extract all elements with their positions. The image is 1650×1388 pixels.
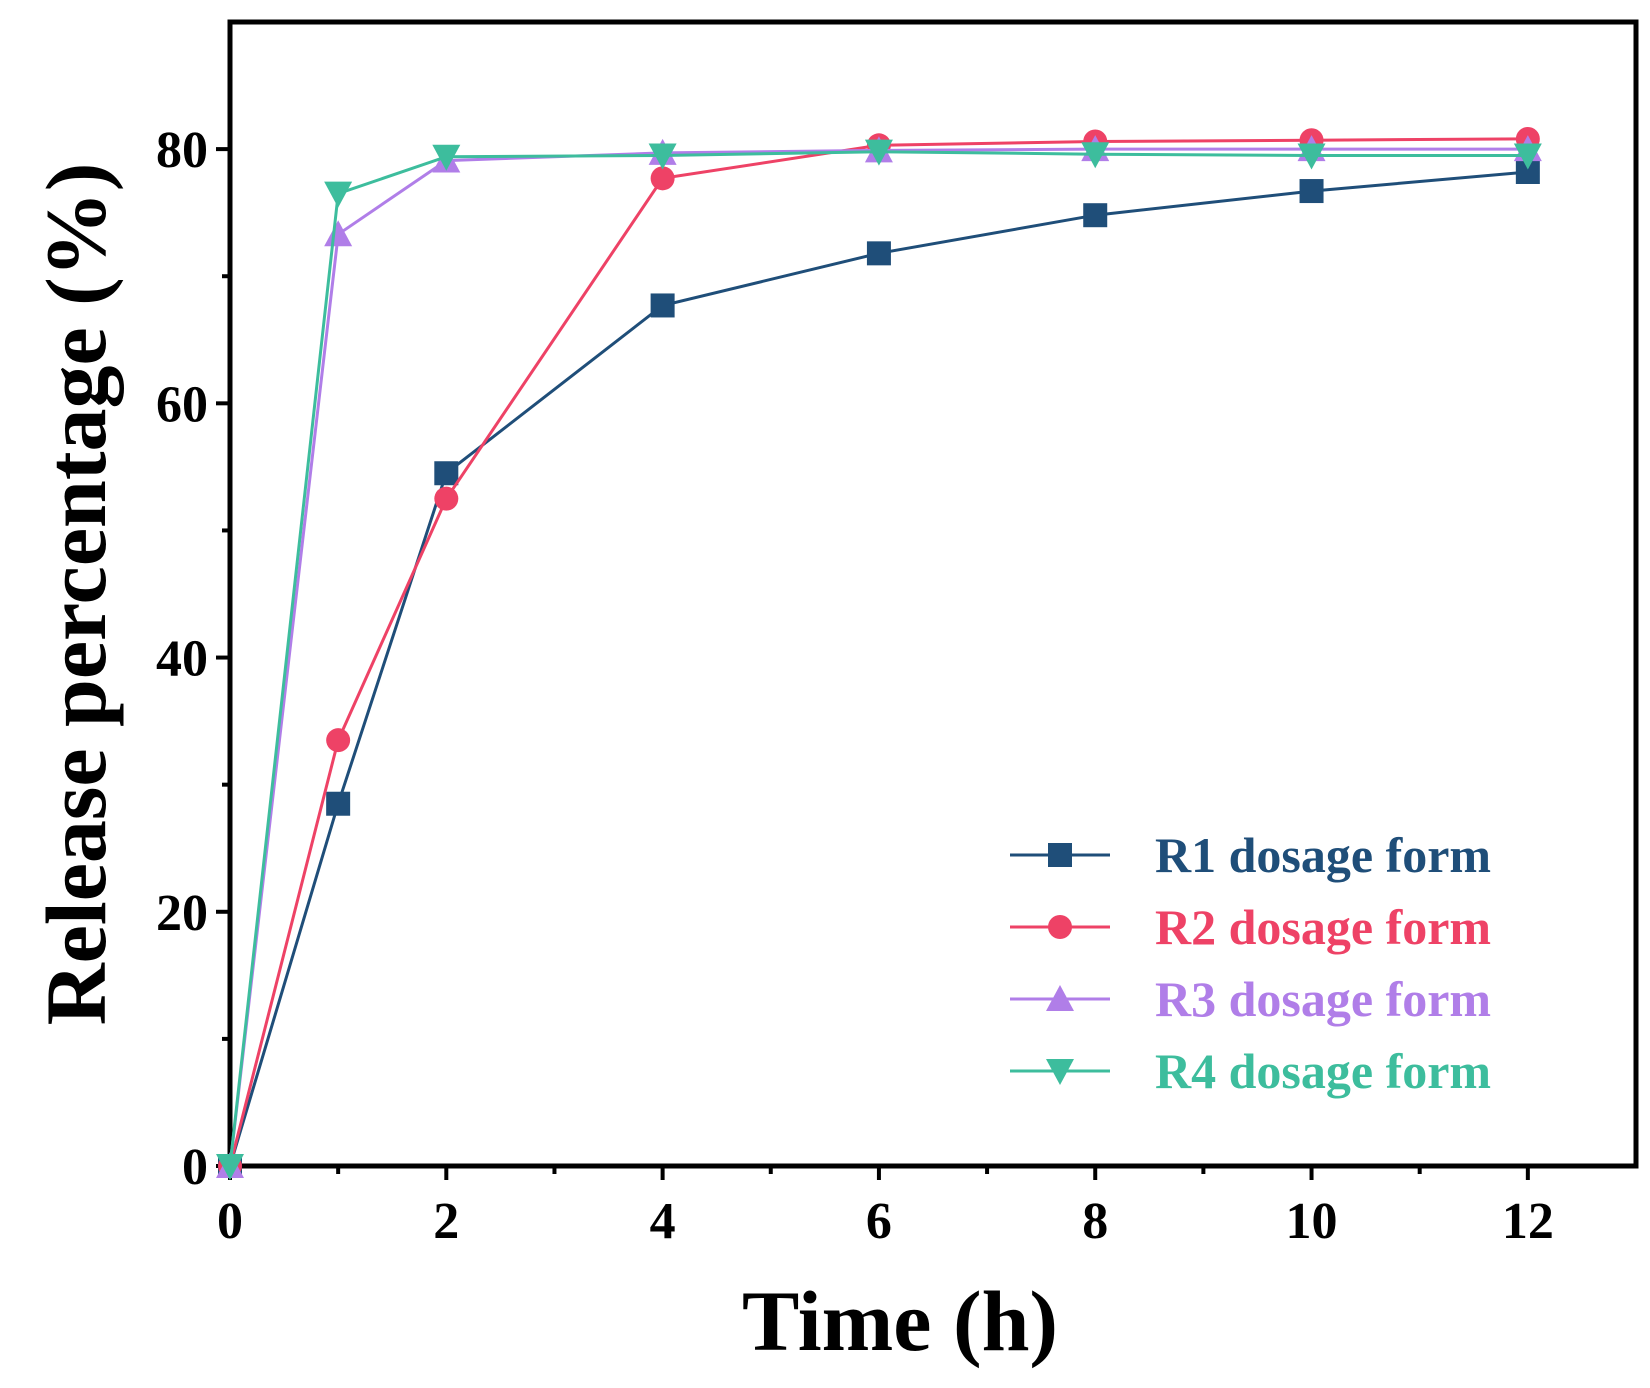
legend-entry-2: R2 dosage form: [1010, 899, 1491, 955]
plot-frame: [227, 19, 1639, 1169]
legend-marker: [1048, 843, 1072, 867]
series-line: [228, 137, 1528, 1167]
x-tick-label: 12: [1502, 1193, 1554, 1250]
series-line: [228, 150, 1528, 1167]
legend: R1 dosage form R2 dosage form R3 dosage fo…: [1010, 827, 1491, 1099]
y-tick-label: 20: [156, 885, 208, 942]
legend-entry-4: R4 dosage form: [1010, 1043, 1491, 1099]
x-tick-label: 4: [650, 1193, 676, 1250]
y-axis-title: Release percentage (%): [28, 163, 124, 1026]
x-axis-title: Time (h): [742, 1273, 1058, 1369]
legend-label: R4 dosage form: [1155, 1043, 1491, 1099]
data-point: [324, 220, 353, 247]
series-group: [216, 126, 1542, 1180]
y-tick-label: 0: [182, 1139, 208, 1196]
data-point: [864, 139, 893, 166]
data-point: [1081, 142, 1110, 169]
data-point: [648, 143, 677, 170]
data-point: [866, 241, 891, 266]
data-point: [1083, 203, 1108, 228]
x-tick-label: 0: [217, 1193, 243, 1250]
y-tick-label: 40: [156, 631, 208, 688]
x-tick-label: 10: [1286, 1193, 1338, 1250]
x-tick-label: 6: [866, 1193, 892, 1250]
legend-entry-3: R3 dosage form: [1010, 971, 1491, 1027]
series-4: [216, 139, 1542, 1180]
data-point: [1513, 143, 1542, 170]
legend-label: R1 dosage form: [1155, 827, 1491, 883]
series-1: [218, 159, 1540, 1178]
data-point: [326, 791, 351, 816]
data-point: [650, 293, 675, 318]
legend-marker: [1046, 985, 1074, 1011]
x-tick-label: 2: [433, 1193, 459, 1250]
data-point: [324, 181, 353, 208]
x-tick-label: 8: [1082, 1193, 1108, 1250]
axis-ticks: 0 2 4 6 8 10 12 0 20 40 60 80: [156, 122, 1554, 1250]
legend-label: R3 dosage form: [1155, 971, 1491, 1027]
data-point: [1299, 179, 1324, 204]
series-line: [228, 170, 1528, 1167]
y-tick-label: 60: [156, 376, 208, 433]
data-point: [434, 461, 459, 486]
data-point: [434, 486, 459, 511]
data-point: [1297, 143, 1326, 170]
legend-entry-1: R1 dosage form: [1010, 827, 1491, 883]
y-tick-label: 80: [156, 122, 208, 179]
data-point: [326, 728, 351, 753]
data-point: [432, 144, 461, 171]
legend-label: R2 dosage form: [1155, 899, 1491, 955]
legend-marker: [1048, 915, 1072, 939]
legend-marker: [1046, 1059, 1074, 1085]
series-line: [228, 147, 1528, 1167]
data-point: [216, 1154, 244, 1180]
data-point: [650, 166, 675, 191]
